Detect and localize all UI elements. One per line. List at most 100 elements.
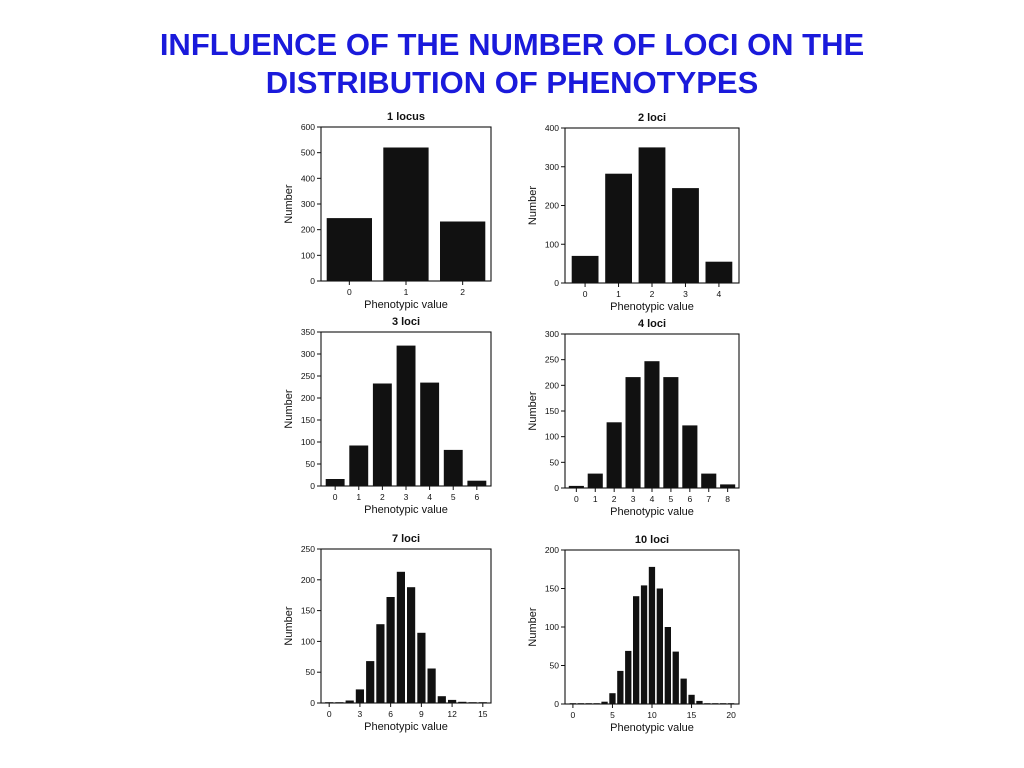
chart-3-xtick-label: 5 [451, 492, 456, 502]
chart-5-bar-2 [345, 700, 354, 703]
chart-2-xlabel: Phenotypic value [610, 301, 694, 313]
chart-4-xlabel: Phenotypic value [610, 506, 694, 518]
chart-5-xtick-label: 3 [358, 709, 363, 719]
chart-1-ytick-label: 500 [301, 148, 315, 158]
chart-4-xtick-label: 0 [574, 494, 579, 504]
chart-5-bar-10 [427, 668, 436, 703]
chart-6-xtick-label: 15 [687, 710, 697, 720]
chart-5-ytick-label: 250 [301, 544, 315, 554]
chart-1-ytick-label: 200 [301, 225, 315, 235]
chart-2-bar-4 [705, 261, 733, 283]
chart-2-xtick-label: 2 [650, 289, 655, 299]
chart-5-bar-4 [366, 661, 375, 703]
chart-2-xtick-label: 0 [583, 289, 588, 299]
chart-1-xtick-label: 2 [460, 287, 465, 297]
chart-5-bar-5 [376, 624, 385, 703]
chart-6-bar-13 [672, 651, 679, 704]
chart-1-xlabel: Phenotypic value [364, 299, 448, 311]
chart-5-xlabel: Phenotypic value [364, 721, 448, 733]
chart-5-ylabel: Number [283, 606, 295, 645]
chart-1-ylabel: Number [283, 184, 295, 223]
chart-6-ytick-label: 50 [550, 661, 560, 671]
chart-2-xtick-label: 3 [683, 289, 688, 299]
chart-3-bar-4 [420, 382, 440, 486]
chart-5-title: 7 loci [392, 533, 420, 545]
chart-5-xtick-label: 6 [388, 709, 393, 719]
chart-5-bar-13 [458, 701, 467, 703]
chart-4-bar-6 [682, 425, 698, 488]
chart-5-xtick-label: 0 [327, 709, 332, 719]
chart-2-title: 2 loci [638, 112, 666, 124]
chart-2-bar-0 [571, 255, 599, 283]
chart-4-xtick-label: 7 [706, 494, 711, 504]
chart-5-bar-3 [355, 689, 364, 703]
chart-6-bar-5 [609, 693, 616, 704]
chart-3-ytick-label: 300 [301, 349, 315, 359]
chart-5-ytick-label: 0 [310, 698, 315, 708]
chart-3-ytick-label: 200 [301, 393, 315, 403]
chart-2-ylabel: Number [527, 186, 539, 225]
chart-4-ytick-label: 100 [545, 432, 559, 442]
chart-5-ytick-label: 100 [301, 636, 315, 646]
chart-4-xtick-label: 5 [669, 494, 674, 504]
chart-4-title: 4 loci [638, 318, 666, 330]
chart-5-bar-8 [407, 587, 416, 703]
chart-6-ytick-label: 100 [545, 622, 559, 632]
chart-3-xlabel: Phenotypic value [364, 504, 448, 516]
chart-3-ytick-label: 50 [306, 459, 316, 469]
chart-3-bar-1 [349, 445, 369, 486]
chart-6-bar-10 [648, 566, 656, 704]
chart-4-bar-5 [663, 377, 679, 488]
chart-1-bar-1 [383, 147, 429, 281]
chart-6-ytick-label: 150 [545, 584, 559, 594]
chart-2-ytick-label: 0 [554, 278, 559, 288]
chart-3-xtick-label: 0 [333, 492, 338, 502]
chart-6-ytick-label: 0 [554, 699, 559, 709]
chart-6-ylabel: Number [527, 607, 539, 646]
chart-4-ytick-label: 250 [545, 355, 559, 365]
chart-6-bar-9 [640, 585, 648, 704]
chart-5-ytick-label: 200 [301, 575, 315, 585]
chart-4-xtick-label: 2 [612, 494, 617, 504]
chart-4-ytick-label: 150 [545, 406, 559, 416]
chart-6-bar-6 [617, 670, 624, 704]
chart-6-bar-4 [601, 701, 608, 704]
chart-1-ytick-label: 100 [301, 250, 315, 260]
chart-4-bar-0 [568, 485, 584, 488]
chart-3-xtick-label: 2 [380, 492, 385, 502]
chart-2-bar-3 [672, 188, 699, 283]
chart-2-xtick-label: 1 [616, 289, 621, 299]
chart-1-ytick-label: 600 [301, 122, 315, 132]
chart-2-ytick-label: 400 [545, 123, 559, 133]
chart-5-ytick-label: 50 [306, 667, 316, 677]
chart-1-ytick-label: 0 [310, 276, 315, 286]
chart-6-ytick-label: 200 [545, 545, 559, 555]
chart-6-bar-8 [633, 596, 640, 704]
chart-4-bar-2 [606, 422, 622, 488]
chart-4-xtick-label: 1 [593, 494, 598, 504]
chart-4-xtick-label: 8 [725, 494, 730, 504]
chart-4-ylabel: Number [527, 391, 539, 430]
slide-title: INFLUENCE OF THE NUMBER OF LOCI ON THE D… [0, 26, 1024, 102]
chart-4-bar-7 [701, 473, 717, 488]
chart-6-xtick-label: 10 [647, 710, 657, 720]
chart-5-bar-7 [396, 571, 405, 703]
chart-6-xtick-label: 0 [571, 710, 576, 720]
chart-5-bar-9 [417, 632, 426, 703]
chart-6-title: 10 loci [635, 534, 669, 546]
chart-5-xtick-label: 9 [419, 709, 424, 719]
chart-6-bar-7 [625, 650, 632, 704]
chart-3-ytick-label: 350 [301, 327, 315, 337]
chart-4-xtick-label: 3 [631, 494, 636, 504]
chart-3-bar-2 [372, 383, 392, 486]
chart-4-ytick-label: 200 [545, 380, 559, 390]
chart-4-ytick-label: 50 [550, 457, 560, 467]
chart-2-ytick-label: 100 [545, 239, 559, 249]
chart-2-bar-2 [638, 147, 666, 283]
chart-6-bar-15 [688, 694, 695, 704]
chart-3-ytick-label: 250 [301, 371, 315, 381]
chart-5-frame [320, 548, 492, 704]
chart-3-bar-3 [396, 345, 416, 486]
chart-4-ytick-label: 0 [554, 483, 559, 493]
